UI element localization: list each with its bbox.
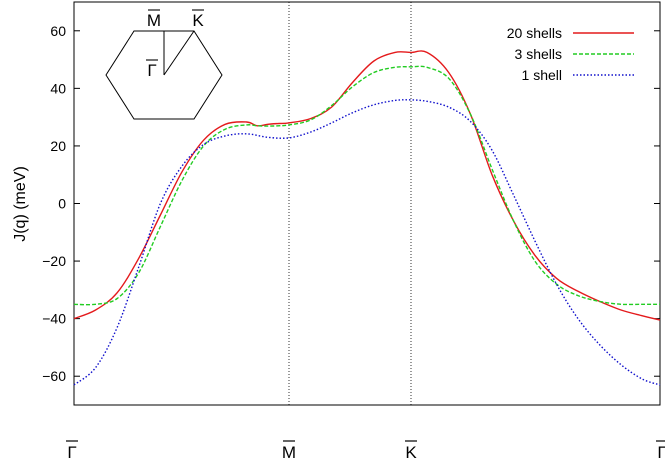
inset-label: K xyxy=(192,11,204,30)
x-tick-0: Γ xyxy=(66,440,78,461)
y-tick-label: −20 xyxy=(42,253,66,269)
series-line-0 xyxy=(73,50,661,321)
y-axis-label: J(q) (meV) xyxy=(12,166,29,242)
y-axis-ticks: 60 40 20 0 −20 −40 −60 xyxy=(42,23,660,384)
x-tick-label: M xyxy=(282,443,296,461)
y-tick-label: −60 xyxy=(42,368,66,384)
legend-label: 20 shells xyxy=(507,25,562,41)
legend-label: 3 shells xyxy=(515,46,562,62)
high-symmetry-lines xyxy=(288,2,412,405)
x-tick-label: K xyxy=(405,443,417,461)
y-tick-label: 40 xyxy=(50,80,66,96)
y-tick-label: 20 xyxy=(50,138,66,154)
y-tick-label: 60 xyxy=(50,23,66,39)
series-lines xyxy=(73,50,661,386)
legend-label: 1 shell xyxy=(522,67,562,83)
legend: 20 shells 3 shells 1 shell xyxy=(507,25,634,83)
bz-gamma-k xyxy=(163,30,195,76)
series-line-1 xyxy=(73,65,660,306)
y-tick-label: −40 xyxy=(42,311,66,327)
x-tick-label: Γ xyxy=(657,443,665,461)
inset-label: M xyxy=(147,11,161,30)
plot-frame xyxy=(73,1,661,406)
inset-label: Γ xyxy=(147,61,156,80)
brillouin-zone-inset: M K Γ xyxy=(105,9,223,120)
x-tick-1: M xyxy=(282,440,296,461)
x-tick-2: K xyxy=(405,440,417,461)
x-tick-label: Γ xyxy=(67,443,76,461)
x-tick-3: Γ xyxy=(656,440,665,461)
series-line-2 xyxy=(73,99,661,386)
y-tick-label: 0 xyxy=(58,196,66,212)
